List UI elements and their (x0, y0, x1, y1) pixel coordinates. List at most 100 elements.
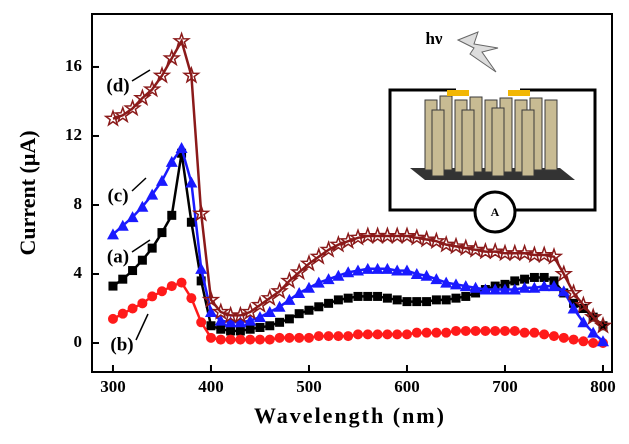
marker (518, 281, 531, 293)
marker (397, 226, 417, 244)
marker (436, 234, 456, 253)
x-tick-label: 400 (198, 377, 224, 396)
marker (106, 228, 119, 240)
y-tick-label: 12 (65, 125, 82, 144)
marker (156, 286, 167, 297)
marker (244, 314, 257, 326)
marker (538, 280, 551, 292)
marker (275, 317, 285, 327)
marker (126, 211, 139, 223)
marker (157, 228, 167, 238)
marker (578, 336, 589, 347)
marker (342, 266, 355, 278)
marker (303, 332, 314, 343)
marker (529, 272, 539, 282)
marker (215, 334, 226, 345)
marker (564, 283, 583, 301)
annotation-arrow (131, 177, 147, 192)
marker (176, 277, 187, 288)
annotation: (c) (107, 185, 128, 206)
marker (155, 174, 168, 186)
marker (137, 298, 148, 309)
inset-label: hν (425, 29, 442, 48)
marker (108, 281, 118, 291)
marker (351, 264, 364, 276)
marker (412, 297, 422, 307)
annotation-arrow (135, 313, 149, 341)
marker (254, 334, 265, 345)
marker (167, 210, 177, 220)
marker (128, 266, 138, 276)
marker (224, 316, 237, 328)
marker (118, 274, 128, 284)
annotation: (a) (107, 246, 129, 267)
annotation: (d) (106, 75, 129, 96)
marker (185, 176, 198, 188)
marker (381, 262, 394, 274)
marker (567, 302, 580, 314)
marker (577, 316, 590, 328)
marker (186, 217, 196, 227)
marker (410, 268, 423, 280)
marker (466, 239, 485, 258)
marker (245, 334, 256, 345)
marker (460, 325, 471, 336)
marker (166, 281, 177, 292)
marker (230, 305, 250, 324)
marker (206, 321, 216, 331)
marker (588, 338, 599, 349)
marker (509, 325, 520, 336)
marker (214, 314, 227, 326)
y-tick-label: 0 (74, 332, 83, 351)
marker (470, 325, 481, 336)
marker (529, 327, 540, 338)
marker (142, 79, 162, 98)
marker (401, 329, 412, 340)
marker (225, 334, 236, 345)
marker (558, 332, 569, 343)
marker (211, 302, 231, 320)
y-tick-label: 16 (65, 56, 82, 75)
marker (411, 327, 422, 338)
marker (548, 331, 559, 342)
marker (253, 311, 266, 323)
y-tick-label: 4 (74, 263, 83, 282)
marker (196, 317, 207, 328)
marker (426, 231, 446, 250)
x-tick-label: 600 (394, 377, 420, 396)
marker (499, 325, 510, 336)
marker (333, 295, 343, 305)
marker (469, 281, 482, 293)
marker (479, 283, 492, 295)
marker (332, 269, 345, 281)
marker (186, 293, 197, 304)
marker (319, 239, 338, 258)
marker (302, 281, 315, 293)
marker (446, 236, 466, 255)
marker (547, 280, 560, 292)
marker (196, 276, 206, 286)
marker (587, 326, 600, 338)
marker (456, 238, 476, 257)
marker (515, 243, 534, 262)
marker (103, 108, 123, 127)
marker (422, 297, 432, 307)
y-axis-label: Current (μA) (15, 130, 40, 255)
marker (498, 283, 511, 295)
marker (147, 243, 157, 253)
marker (329, 234, 348, 253)
x-tick-label: 500 (296, 377, 322, 396)
marker (373, 291, 383, 301)
marker (263, 305, 276, 317)
inset-diagram: hν A (388, 29, 597, 234)
marker (431, 295, 441, 305)
marker (510, 276, 520, 286)
marker (312, 276, 325, 288)
x-tick-label: 700 (492, 377, 518, 396)
marker (294, 332, 305, 343)
y-tick-label: 8 (74, 194, 83, 213)
marker (116, 219, 129, 231)
marker (323, 331, 334, 342)
marker (450, 325, 461, 336)
marker (430, 273, 443, 285)
